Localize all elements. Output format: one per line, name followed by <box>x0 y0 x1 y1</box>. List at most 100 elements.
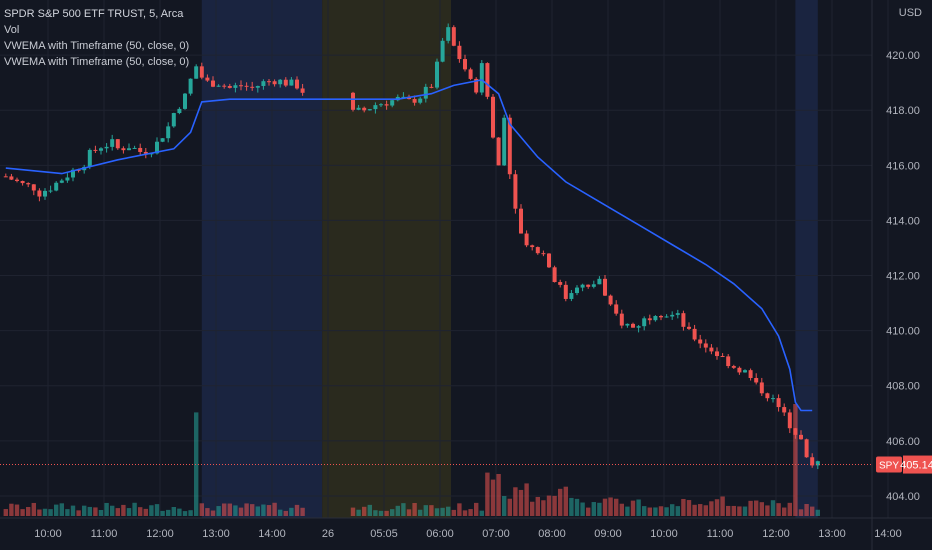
candle-body <box>93 149 98 151</box>
volume-bar <box>810 506 815 516</box>
candle-body <box>199 66 204 78</box>
candle-body <box>115 139 120 149</box>
candle-body <box>160 138 165 142</box>
volume-bar <box>546 495 552 516</box>
symbol-title[interactable]: SPDR S&P 500 ETF TRUST, 5, Arca <box>4 8 184 20</box>
volume-bar <box>59 503 64 516</box>
candle-body <box>743 370 747 373</box>
price-tick-label: 420.00 <box>886 50 920 62</box>
volume-bar <box>804 504 809 516</box>
candle-body <box>373 105 378 110</box>
volume-bar <box>14 504 20 516</box>
vol-legend[interactable]: Vol <box>4 24 20 36</box>
candle-body <box>127 148 131 151</box>
price-tick-label: 410.00 <box>886 326 920 338</box>
price-tick-label: 414.00 <box>886 215 920 227</box>
candle-body <box>547 253 551 268</box>
volume-bar <box>272 502 277 516</box>
candle-body <box>513 174 518 209</box>
volume-bar <box>104 502 109 516</box>
candle-body <box>815 461 820 466</box>
volume-bar <box>664 507 669 516</box>
price-badge-bg <box>903 455 932 474</box>
ticker-badge: SPY <box>879 461 899 472</box>
candle-body <box>255 85 260 88</box>
volume-bar <box>244 503 249 516</box>
candle-body <box>132 147 137 149</box>
candle-body <box>300 88 305 93</box>
volume-bar <box>42 508 48 516</box>
price-tick-label: 412.00 <box>886 271 920 283</box>
volume-bar <box>54 504 59 516</box>
volume-bar <box>748 500 753 516</box>
volume-bar <box>787 502 792 516</box>
candle-body <box>155 141 159 154</box>
time-tick-label: 26 <box>322 528 334 540</box>
volume-bar <box>457 503 462 516</box>
volume-bar <box>300 507 305 516</box>
volume-bar <box>658 506 664 516</box>
volume-bar <box>574 498 580 516</box>
volume-bar <box>373 510 378 516</box>
candle-body <box>597 278 602 285</box>
candle-body <box>211 80 215 87</box>
time-tick-label: 10:00 <box>34 528 62 540</box>
candle-body <box>491 96 495 138</box>
volume-bar <box>524 483 529 516</box>
candle-body <box>188 78 193 94</box>
candle-body <box>54 182 59 191</box>
price-tick-label: 416.00 <box>886 160 920 172</box>
indicator-legend-1[interactable]: VWEMA with Timeframe (50, close, 0) <box>4 40 190 52</box>
vwema-line <box>5 79 813 412</box>
candle-body <box>15 179 19 181</box>
candle-body <box>765 393 770 399</box>
volume-bar <box>720 496 725 516</box>
volume-bar <box>356 509 361 516</box>
volume-bar <box>255 506 260 516</box>
candle-body <box>799 434 803 440</box>
candle-body <box>603 278 607 296</box>
volume-bar <box>429 505 434 516</box>
time-axis[interactable]: 10:00 11:00 12:00 13:00 14:00 26 05:05 06:00 07:… <box>0 517 932 540</box>
candle-body <box>222 85 227 87</box>
volume-bar <box>630 500 636 516</box>
candle-body <box>267 81 271 83</box>
candle-body <box>709 347 714 352</box>
volume-bar <box>502 496 507 516</box>
volume-bar <box>742 506 748 516</box>
volume-bar <box>76 510 81 516</box>
volume-bar <box>485 472 490 516</box>
volume-bar <box>37 509 42 516</box>
volume-bar <box>608 497 613 516</box>
time-tick-label: 07:00 <box>482 528 510 540</box>
candle-body <box>278 79 283 85</box>
indicator-legend-2[interactable]: VWEMA with Timeframe (50, close, 0) <box>4 56 190 68</box>
volume-bar <box>507 498 512 516</box>
volume-bar <box>126 508 132 516</box>
price-axis[interactable]: 420.00 418.00 416.00 414.00 412.00 410.00 408.… <box>871 0 920 550</box>
volume-bar <box>513 487 518 516</box>
time-tick-label: 13:00 <box>202 528 230 540</box>
candle-body <box>362 107 367 111</box>
volume-bar <box>9 503 14 516</box>
candle-body <box>675 313 680 315</box>
volume-bar <box>283 510 288 516</box>
candle-body <box>552 267 557 283</box>
volume-bar <box>518 489 524 516</box>
volume-bar <box>205 508 210 516</box>
candle-body <box>782 407 787 413</box>
candle-body <box>31 184 36 191</box>
volume-bar <box>188 510 193 516</box>
volume-bar <box>390 509 395 516</box>
volume-bar <box>423 505 428 516</box>
volume-bar <box>98 509 104 516</box>
volume-bar <box>132 502 137 516</box>
candle-body <box>216 85 221 87</box>
volume-bar <box>177 508 182 516</box>
time-tick-label: 13:00 <box>818 528 846 540</box>
candle-body <box>541 253 546 255</box>
candle-body <box>99 148 103 151</box>
candle-body <box>474 78 479 93</box>
volume-bar <box>412 502 417 516</box>
